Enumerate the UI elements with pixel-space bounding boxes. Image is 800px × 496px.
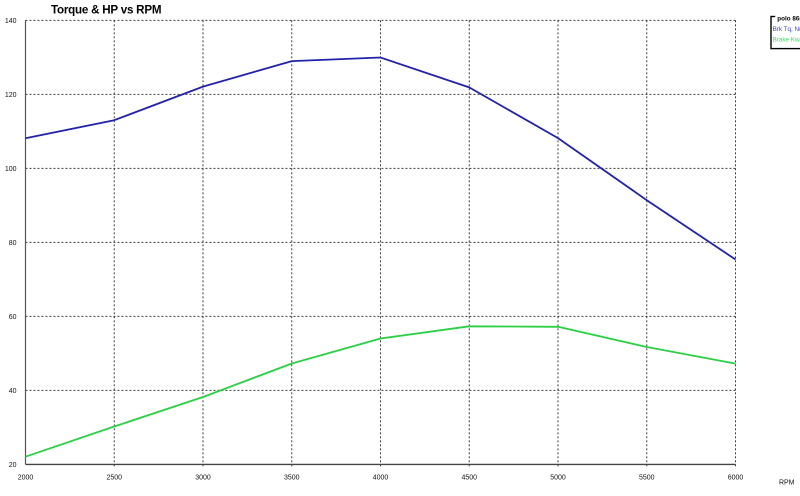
svg-text:5500: 5500 <box>639 475 655 482</box>
svg-text:120: 120 <box>5 92 17 99</box>
svg-text:Brake Kw @ W: Brake Kw @ W <box>773 37 800 44</box>
svg-text:RPM: RPM <box>779 480 795 487</box>
svg-text:2500: 2500 <box>106 475 122 482</box>
svg-text:100: 100 <box>5 166 17 173</box>
svg-text:5000: 5000 <box>550 475 566 482</box>
svg-text:4500: 4500 <box>461 475 477 482</box>
svg-text:6000: 6000 <box>728 475 744 482</box>
svg-text:80: 80 <box>9 240 17 247</box>
svg-text:2000: 2000 <box>18 475 34 482</box>
svg-text:polo 86mk: polo 86mk <box>777 15 800 22</box>
svg-text:60: 60 <box>9 314 17 321</box>
svg-text:Brk Tq, Nm: Brk Tq, Nm <box>773 26 800 33</box>
svg-text:20: 20 <box>9 462 17 469</box>
svg-text:Torque & HP vs RPM: Torque & HP vs RPM <box>51 4 161 17</box>
svg-text:3000: 3000 <box>195 475 211 482</box>
svg-text:140: 140 <box>5 18 17 25</box>
svg-text:40: 40 <box>9 388 17 395</box>
svg-text:3500: 3500 <box>284 475 300 482</box>
svg-text:4000: 4000 <box>373 475 389 482</box>
